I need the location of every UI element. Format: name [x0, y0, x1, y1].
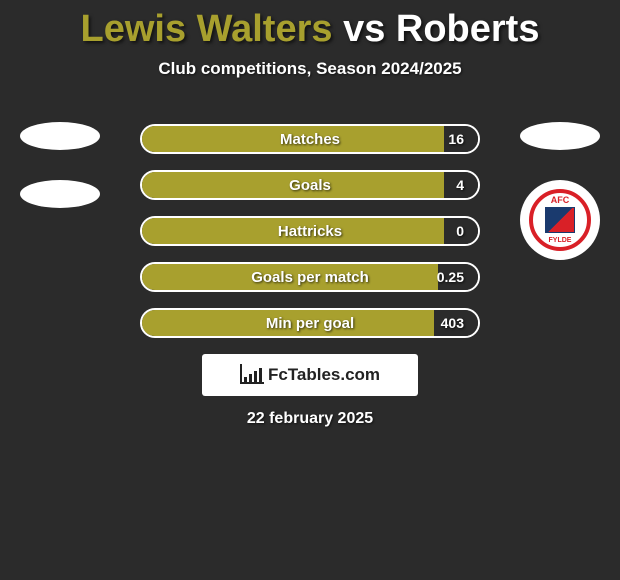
bar-label: Goals per match [251, 269, 369, 286]
bar-value: 4 [456, 177, 464, 193]
snapshot-date: 22 february 2025 [0, 410, 620, 428]
bar-label: Hattricks [278, 223, 342, 240]
avatar-placeholder-oval [520, 122, 600, 150]
comparison-title: Lewis Walters vs Roberts Lewis Walters v… [0, 0, 620, 51]
stat-bar-row: Goals per match 0.25 [140, 262, 480, 292]
bar-label: Min per goal [266, 315, 354, 332]
bar-label: Goals [289, 177, 331, 194]
bar-value: 16 [448, 131, 464, 147]
left-player-placeholder [20, 122, 100, 238]
stat-bar-row: Hattricks 0 [140, 216, 480, 246]
bar-value: 403 [441, 315, 464, 331]
bar-value: 0.25 [437, 269, 464, 285]
avatar-placeholder-oval [20, 180, 100, 208]
badge-ring: AFC FYLDE [529, 189, 591, 251]
source-logo: FcTables.com [202, 354, 418, 396]
right-player-placeholder [520, 122, 600, 180]
comparison-subtitle: Club competitions, Season 2024/2025 [0, 59, 620, 79]
badge-text-top: AFC [551, 195, 570, 205]
stat-bar-row: Matches 16 [140, 124, 480, 154]
club-badge: AFC FYLDE [520, 180, 600, 260]
stat-bar-row: Goals 4 [140, 170, 480, 200]
stat-bar-row: Min per goal 403 [140, 308, 480, 338]
avatar-placeholder-oval [20, 122, 100, 150]
source-logo-text: FcTables.com [268, 365, 380, 385]
badge-shield-icon [545, 207, 575, 233]
chart-icon [240, 366, 262, 384]
stats-bars: Matches 16 Goals 4 Hattricks 0 Goals per match… [140, 124, 480, 354]
badge-text-bottom: FYLDE [549, 237, 572, 244]
bar-label: Matches [280, 131, 340, 148]
bar-value: 0 [456, 223, 464, 239]
